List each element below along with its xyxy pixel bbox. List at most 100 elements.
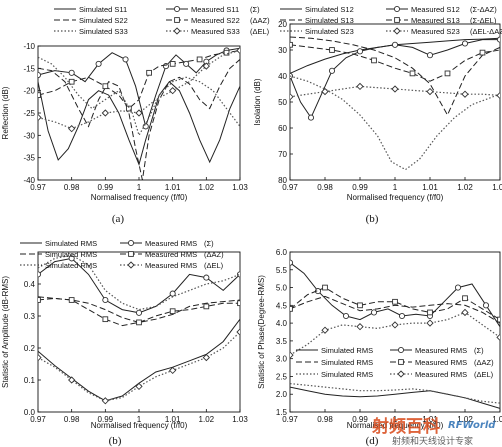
square-marker <box>237 300 240 307</box>
legend: Simulated RMS Measured RMS (Σ) Simulated RM… <box>20 239 224 270</box>
circle-marker <box>169 290 176 297</box>
y-tick-label: -25 <box>23 109 35 118</box>
legend-note: (ΔEL) <box>250 27 270 36</box>
x-axis-label: Normalised frequency (f/f0) <box>91 421 188 430</box>
legend-note: (ΔAZ) <box>204 250 224 259</box>
diamond-marker <box>496 91 500 100</box>
square-marker <box>479 49 486 56</box>
x-tick-label: 1 <box>137 183 142 192</box>
legend-label: Measured S22 <box>191 16 240 25</box>
circle-marker <box>183 60 190 67</box>
x-tick-label: 0.97 <box>282 415 298 424</box>
x-tick-label: 1 <box>393 183 398 192</box>
circle-marker <box>393 5 401 13</box>
y-tick-label: -35 <box>23 154 35 163</box>
diamond-marker <box>127 261 135 269</box>
diamond-marker <box>169 87 177 95</box>
diamond-marker <box>236 46 240 55</box>
circle-marker <box>391 41 399 48</box>
diamond-marker <box>135 382 143 391</box>
square-marker <box>398 359 404 365</box>
legend-label: Measured S13 <box>411 16 460 25</box>
circle-marker <box>38 271 42 278</box>
diamond-marker <box>202 62 210 70</box>
y-tick-label: 0.2 <box>24 344 36 353</box>
square-marker <box>462 295 468 302</box>
diamond-marker <box>391 321 399 329</box>
watermark-latin: RFWorld <box>448 420 496 431</box>
legend-note: (Σ-ΔAZ) <box>470 5 497 14</box>
square-marker <box>196 56 203 63</box>
square-marker <box>128 251 134 257</box>
circle-marker <box>461 40 469 47</box>
series-line-4 <box>290 44 500 82</box>
square-marker <box>169 61 176 67</box>
circle-marker <box>127 239 135 247</box>
y-tick-label: -10 <box>23 42 35 51</box>
circle-marker <box>328 67 336 74</box>
legend-label: Simulated RMS <box>45 239 97 248</box>
x-tick-label: 1.02 <box>199 183 215 192</box>
circle-marker <box>397 346 405 354</box>
legend-label: Measured S12 <box>411 5 460 14</box>
chart-panel-d-phase: 0.97 0.98 0.99 1 1.01 1.02 1.03 1.5 2.0 2.5 3.0 3.5… <box>257 248 502 447</box>
y-tick-label: 6.0 <box>276 248 288 257</box>
panel-caption: (b) <box>109 435 122 447</box>
y-axis-label: Statistic of Amplitude (dB-RMS) <box>1 276 10 388</box>
diamond-marker <box>391 85 399 93</box>
x-tick-label: 1.03 <box>232 415 248 424</box>
x-tick-label: 1.03 <box>492 183 502 192</box>
y-tick-label: 30 <box>278 46 287 55</box>
diamond-marker <box>426 87 434 96</box>
y-tick-label: 5.5 <box>276 266 288 275</box>
y-tick-label: 2.0 <box>276 390 288 399</box>
y-tick-label: -15 <box>23 64 35 73</box>
diamond-marker <box>321 87 329 96</box>
legend-label: Simulated RMS <box>321 346 373 355</box>
y-tick-label: -40 <box>23 176 35 185</box>
diamond-marker <box>496 333 500 341</box>
chart-panel-b-isolation: 0.97 0.98 0.99 1 1.01 1.02 1.03 20 30 40 50 60 70 80 N… <box>253 5 502 225</box>
diamond-marker <box>135 109 143 117</box>
legend-note: (Σ-ΔEL) <box>470 16 497 25</box>
square-marker <box>126 105 132 112</box>
circle-marker <box>290 259 294 266</box>
x-tick-label: 1.01 <box>165 183 181 192</box>
diamond-marker <box>38 353 42 362</box>
square-marker <box>371 57 377 64</box>
legend-note: (Σ) <box>204 239 214 248</box>
circle-marker <box>38 71 42 79</box>
square-marker <box>322 284 328 291</box>
legend-note: (ΔAZ) <box>474 358 494 367</box>
diamond-marker <box>461 90 469 98</box>
legend-label: Simulated RMS <box>45 261 97 270</box>
legend-label: Simulated RMS <box>321 370 373 379</box>
square-marker <box>290 41 293 48</box>
legend-label: Simulated RMS <box>45 250 97 259</box>
diamond-marker <box>68 376 76 384</box>
x-tick-label: 1 <box>137 415 142 424</box>
x-tick-label: 0.98 <box>64 183 80 192</box>
legend-label: Simulated RMS <box>321 358 373 367</box>
x-tick-label: 1.01 <box>422 415 438 424</box>
chart-panel-b-amplitude: 0.97 0.98 0.99 1 1.01 1.02 1.03 0.0 0.1 0.2 0.3 0.4… <box>1 239 248 447</box>
square-marker <box>223 49 230 56</box>
x-tick-label: 0.97 <box>30 183 46 192</box>
panel-caption: (a) <box>112 213 125 225</box>
circle-marker <box>68 69 75 76</box>
legend-note: (Σ) <box>474 346 484 355</box>
x-tick-label: 1.01 <box>165 415 181 424</box>
x-tick-label: 1.02 <box>457 415 473 424</box>
x-tick-label: 0.97 <box>30 415 46 424</box>
circle-marker <box>95 60 102 67</box>
square-marker <box>68 297 75 303</box>
series-group <box>38 254 240 405</box>
square-marker <box>444 70 451 77</box>
panel-caption: (b) <box>366 213 379 225</box>
legend-label: Measured RMS <box>415 370 467 379</box>
y-tick-label: 0.3 <box>24 312 36 321</box>
square-marker <box>394 17 400 23</box>
x-tick-label: 0.98 <box>317 183 333 192</box>
square-marker <box>392 298 398 305</box>
